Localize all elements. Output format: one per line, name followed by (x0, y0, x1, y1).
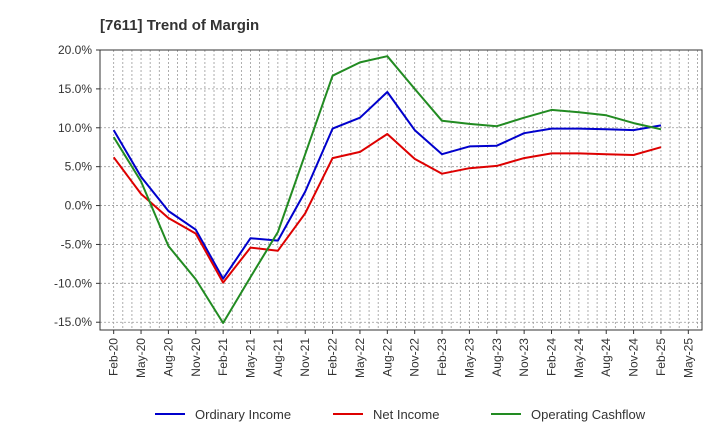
chart-title: [7611] Trend of Margin (100, 17, 259, 34)
x-tick-label: May-22 (353, 338, 367, 378)
y-axis-ticks: 20.0% 15.0% 10.0% 5.0% 0.0% -5.0% -10.0% -15.0% (54, 43, 100, 329)
x-tick-label: Feb-22 (326, 338, 340, 376)
x-tick-label: May-25 (681, 338, 695, 378)
legend: Ordinary Income Net Income Operating Cashf… (155, 407, 646, 422)
legend-label: Operating Cashflow (531, 407, 646, 422)
x-tick-label: Nov-22 (408, 338, 422, 377)
y-tick-label: 15.0% (58, 82, 92, 96)
series-lines (112, 55, 662, 324)
x-tick-label: May-21 (244, 338, 258, 378)
x-tick-label: Nov-24 (627, 338, 641, 377)
y-tick-label: -5.0% (61, 237, 93, 251)
x-tick-label: Feb-20 (107, 338, 121, 376)
x-tick-label: Feb-24 (545, 338, 559, 376)
y-tick-label: 10.0% (58, 121, 92, 135)
legend-label: Ordinary Income (195, 407, 291, 422)
x-tick-label: Feb-25 (654, 338, 668, 376)
x-tick-label: Nov-21 (298, 338, 312, 377)
x-tick-label: Feb-23 (435, 338, 449, 376)
x-tick-label: May-24 (572, 338, 586, 378)
legend-item: Operating Cashflow (491, 407, 646, 422)
y-tick-label: -15.0% (54, 315, 92, 329)
legend-item: Net Income (333, 407, 439, 422)
series-line-net-income (112, 133, 662, 284)
x-tick-label: Nov-23 (517, 338, 531, 377)
series-line-operating-cashflow (112, 55, 662, 324)
y-tick-label: 5.0% (65, 160, 93, 174)
x-tick-label: May-20 (134, 338, 148, 378)
y-tick-label: 0.0% (65, 199, 93, 213)
x-tick-label: Aug-23 (490, 338, 504, 377)
series-line-ordinary-income (112, 91, 662, 280)
legend-label: Net Income (373, 407, 439, 422)
x-tick-label: Feb-21 (216, 338, 230, 376)
legend-item: Ordinary Income (155, 407, 291, 422)
x-tick-label: Aug-21 (271, 338, 285, 377)
x-axis-ticks: Feb-20 May-20 Aug-20 Nov-20 Feb-21 May-21 Aug-… (107, 330, 695, 378)
x-tick-label: May-23 (462, 338, 476, 378)
x-tick-label: Nov-20 (189, 338, 203, 377)
grid-lines (100, 49, 702, 330)
y-tick-label: -10.0% (54, 276, 92, 290)
plot-area (99, 49, 703, 331)
x-tick-label: Aug-22 (380, 338, 394, 377)
x-tick-label: Aug-20 (161, 338, 175, 377)
y-tick-label: 20.0% (58, 43, 92, 57)
x-tick-label: Aug-24 (599, 338, 613, 377)
